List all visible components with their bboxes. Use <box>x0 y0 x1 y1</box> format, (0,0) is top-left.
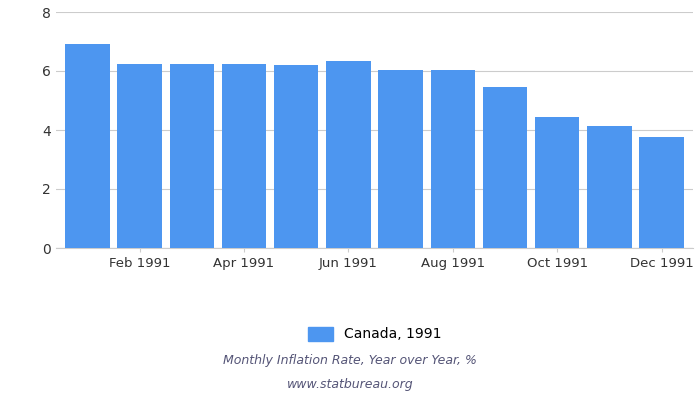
Bar <box>222 64 266 248</box>
Bar <box>535 117 580 248</box>
Bar <box>65 44 109 248</box>
Bar <box>326 61 370 248</box>
Text: Monthly Inflation Rate, Year over Year, %: Monthly Inflation Rate, Year over Year, … <box>223 354 477 367</box>
Bar <box>640 137 684 248</box>
Bar <box>169 64 214 248</box>
Bar <box>118 64 162 248</box>
Bar <box>379 70 423 248</box>
Text: www.statbureau.org: www.statbureau.org <box>287 378 413 391</box>
Bar <box>587 126 631 248</box>
Legend: Canada, 1991: Canada, 1991 <box>302 321 447 347</box>
Bar <box>483 87 527 248</box>
Bar <box>274 64 318 248</box>
Bar <box>430 70 475 248</box>
